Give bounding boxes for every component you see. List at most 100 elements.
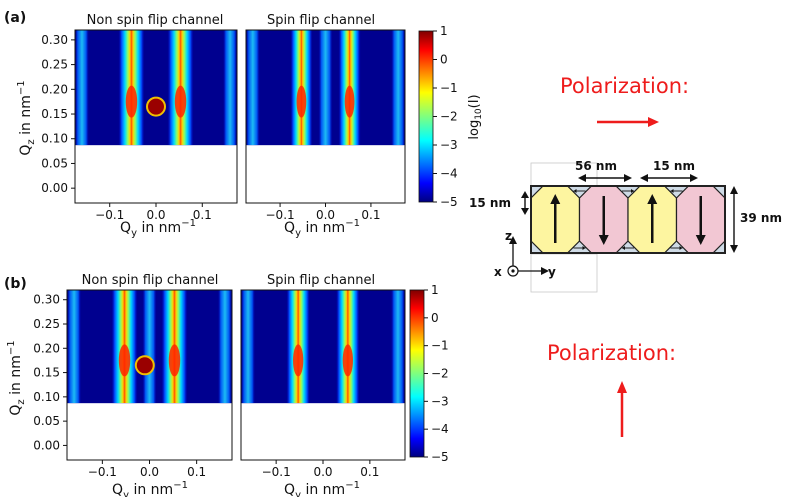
polarization-arrow-right bbox=[597, 117, 659, 127]
colorbar-tick-label: −1 bbox=[440, 81, 458, 95]
intensity-peak bbox=[296, 85, 307, 118]
panel-b-label: (b) bbox=[4, 276, 27, 292]
arrow-head bbox=[550, 194, 561, 204]
x-axis-label-b-left: Qy in nm−1 bbox=[112, 480, 188, 497]
x-tick-label: 0.1 bbox=[187, 465, 206, 479]
beamstop bbox=[146, 96, 166, 117]
intensity-stripe bbox=[390, 290, 405, 404]
intensity-stripe bbox=[318, 30, 333, 146]
dim-56nm: 56 nm bbox=[575, 159, 617, 173]
intensity-peak bbox=[168, 344, 181, 377]
arrow-head bbox=[647, 194, 658, 204]
intensity-peak bbox=[118, 344, 131, 377]
colorbar-tick-label: −5 bbox=[431, 450, 449, 464]
x-tick-label: 0.1 bbox=[193, 208, 212, 222]
x-tick-label: 0.0 bbox=[313, 465, 332, 479]
colorbar-b: 1 0 −1 −2 −3 −4 −5 bbox=[409, 283, 449, 464]
polarization-title-top: Polarization: bbox=[560, 74, 690, 98]
colorbar-tick-label: −4 bbox=[431, 422, 449, 436]
intensity-stripe bbox=[246, 30, 260, 146]
y-axis-a: 0.30 0.25 0.20 0.15 0.10 0.05 0.00 bbox=[41, 33, 75, 195]
dim-15nm-height: 15 nm bbox=[469, 196, 511, 210]
y-tick-label: 0.15 bbox=[33, 366, 60, 380]
colorbar-tick-label: −4 bbox=[440, 167, 458, 181]
heatmap-background bbox=[75, 30, 237, 146]
panel-a-label: (a) bbox=[4, 10, 26, 26]
polarization-arrow-up bbox=[617, 381, 627, 437]
colorbar-tick-label: 0 bbox=[440, 53, 448, 67]
x-tick-label: −0.1 bbox=[266, 208, 295, 222]
colorbar-tick-label: 1 bbox=[440, 24, 448, 38]
intensity-stripe bbox=[75, 30, 89, 146]
colorbar-tick-label: −5 bbox=[440, 195, 458, 209]
y-tick-label: 0.05 bbox=[33, 414, 60, 428]
colorbar-tick-label: 1 bbox=[431, 283, 439, 297]
domain-schematic: 56 nm 15 nm 15 nm 39 nm z x y bbox=[469, 159, 782, 293]
colorbar-tick-label: 0 bbox=[431, 311, 439, 325]
intensity-stripe bbox=[142, 290, 157, 404]
x-tick-label: −0.1 bbox=[88, 465, 117, 479]
x-axis-a-right: −0.1 0.0 0.1 bbox=[266, 203, 380, 222]
y-axis-b: 0.30 0.25 0.20 0.15 0.10 0.05 0.00 bbox=[33, 293, 67, 452]
panel-b-right-title: Spin flip channel bbox=[267, 273, 375, 288]
colorbar-a: 1 0 −1 −2 −3 −4 −5 log10(I) bbox=[418, 24, 484, 209]
panel-a-right-title: Spin flip channel bbox=[267, 13, 375, 28]
x-tick-label: 0.0 bbox=[316, 208, 335, 222]
axis-y-label: y bbox=[548, 265, 556, 279]
x-tick-label: 0.0 bbox=[146, 208, 165, 222]
heatmap-background bbox=[241, 290, 405, 404]
y-tick-label: 0.30 bbox=[33, 293, 60, 307]
y-axis-label-a: Qz in nm−1 bbox=[16, 80, 37, 155]
plot-a-left bbox=[74, 29, 238, 204]
x-axis-label-a-right: Qy in nm−1 bbox=[284, 218, 360, 239]
x-axis-b-right: −0.1 0.0 0.1 bbox=[262, 460, 379, 479]
colorbar-tick-label: −3 bbox=[440, 138, 458, 152]
closure-arrow-head bbox=[631, 189, 634, 193]
intensity-stripe bbox=[223, 30, 237, 146]
y-tick-label: 0.05 bbox=[41, 156, 68, 170]
intensity-peak bbox=[174, 85, 187, 118]
x-axis-label-b-right: Qy in nm−1 bbox=[284, 480, 360, 497]
x-tick-label: 0.1 bbox=[361, 208, 380, 222]
dim-39nm: 39 nm bbox=[740, 211, 782, 225]
x-tick-label: −0.1 bbox=[262, 465, 291, 479]
y-tick-label: 0.30 bbox=[41, 33, 68, 47]
y-tick-label: 0.20 bbox=[33, 341, 60, 355]
closure-arrow-head bbox=[622, 246, 625, 250]
y-tick-label: 0.00 bbox=[33, 438, 60, 452]
panel-b-left-title: Non spin flip channel bbox=[82, 273, 219, 288]
intensity-peak bbox=[125, 85, 138, 118]
y-tick-label: 0.00 bbox=[41, 181, 68, 195]
polarization-title-bottom: Polarization: bbox=[547, 341, 677, 365]
plot-b-left bbox=[66, 289, 233, 461]
intensity-peak bbox=[342, 344, 353, 377]
y-tick-label: 0.10 bbox=[33, 390, 60, 404]
y-axis-label-b: Qz in nm−1 bbox=[6, 340, 27, 415]
intensity-stripe bbox=[217, 290, 232, 404]
intensity-stripe bbox=[67, 290, 82, 404]
y-tick-label: 0.15 bbox=[41, 107, 68, 121]
x-tick-label: −0.1 bbox=[95, 208, 124, 222]
arrow-head bbox=[598, 235, 609, 245]
colorbar-label: log10(I) bbox=[467, 94, 484, 139]
colorbar-tick-label: −3 bbox=[431, 394, 449, 408]
intensity-peak bbox=[344, 85, 355, 118]
closure-arrow-head bbox=[670, 189, 674, 193]
closure-arrow-head bbox=[679, 246, 683, 250]
x-axis-a-left: −0.1 0.0 0.1 bbox=[95, 203, 212, 222]
x-axis-b-left: −0.1 0.0 0.1 bbox=[88, 460, 206, 479]
plot-a-right bbox=[245, 29, 406, 204]
y-tick-label: 0.25 bbox=[33, 317, 60, 331]
x-tick-label: 0.0 bbox=[140, 465, 159, 479]
closure-arrow-head bbox=[573, 189, 577, 193]
plot-b-right bbox=[240, 289, 406, 461]
y-tick-label: 0.10 bbox=[41, 132, 68, 146]
y-tick-label: 0.25 bbox=[41, 58, 68, 72]
x-tick-label: 0.1 bbox=[360, 465, 379, 479]
panel-a-left-title: Non spin flip channel bbox=[87, 13, 224, 28]
axis-z-label: z bbox=[505, 229, 512, 243]
dim-15nm-width: 15 nm bbox=[653, 159, 695, 173]
closure-arrow-head bbox=[582, 246, 586, 250]
intensity-stripe bbox=[241, 290, 256, 404]
